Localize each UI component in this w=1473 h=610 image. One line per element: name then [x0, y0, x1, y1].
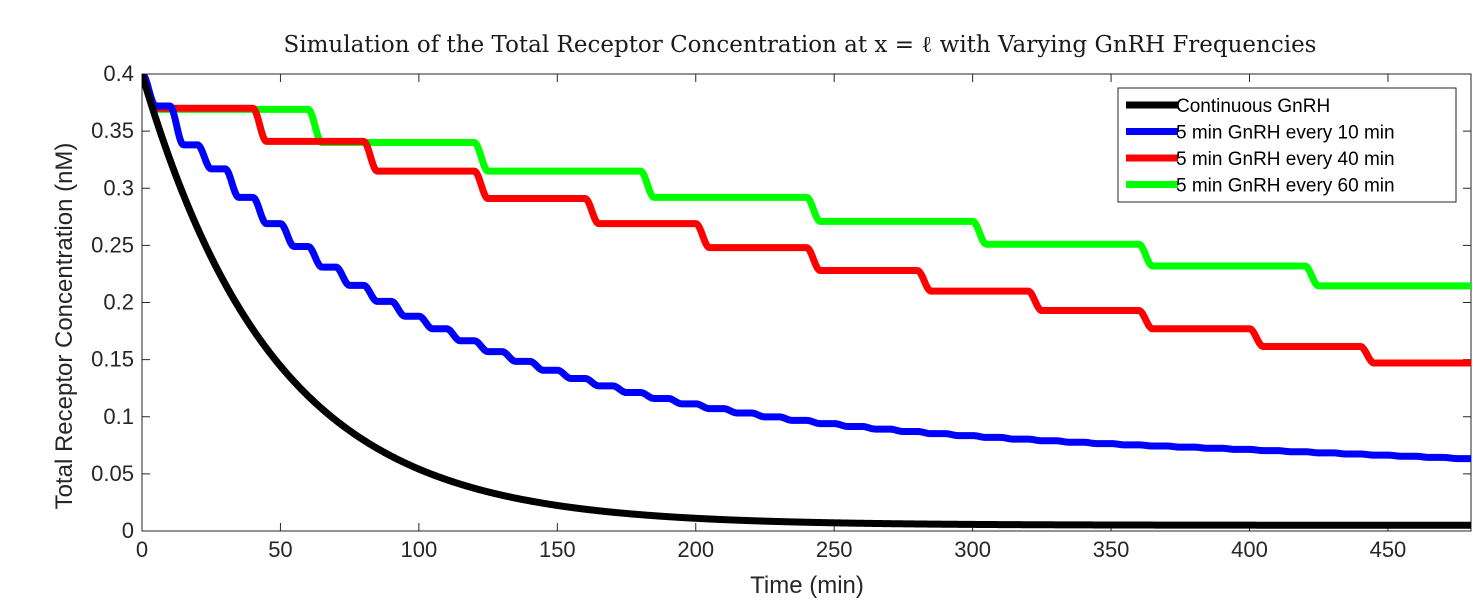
x-tick-label: 0 [136, 537, 148, 562]
series-line-continuous-gnrh [142, 74, 1471, 529]
y-axis-label: Total Receptor Concentration (nM) [51, 143, 78, 510]
legend-entry-label: Continuous GnRH [1176, 96, 1330, 117]
legend-entry-label: 5 min GnRH every 10 min [1176, 123, 1395, 144]
y-tick-label: 0.35 [91, 118, 134, 143]
y-tick-label: 0.2 [103, 290, 134, 315]
series-layer [142, 74, 1471, 529]
y-tick-label: 0.4 [103, 61, 134, 86]
y-tick-label: 0.25 [91, 232, 134, 257]
y-tick-label: 0.1 [103, 404, 134, 429]
chart-title: Simulation of the Total Receptor Concent… [284, 32, 1317, 58]
y-tick-label: 0.3 [103, 175, 134, 200]
x-tick-label: 50 [268, 537, 292, 562]
x-tick-label: 400 [1231, 537, 1268, 562]
y-tick-label: 0 [122, 518, 134, 543]
legend[interactable]: Continuous GnRH 5 min GnRH every 10 min 5 … [1117, 87, 1457, 203]
legend-entry-label: 5 min GnRH every 60 min [1176, 176, 1395, 197]
x-axis: 0 50 100 150 200 250 300 350 400 450 [136, 74, 1406, 562]
y-tick-label: 0.15 [91, 347, 134, 372]
x-tick-label: 350 [1093, 537, 1130, 562]
x-axis-label: Time (min) [750, 572, 864, 599]
x-tick-label: 250 [816, 537, 853, 562]
y-axis: 0 0.05 0.1 0.15 0.2 0.25 0.3 0.35 0.4 [91, 61, 1471, 543]
legend-entry-label: 5 min GnRH every 40 min [1176, 149, 1395, 170]
x-tick-label: 450 [1370, 537, 1407, 562]
x-tick-label: 100 [401, 537, 438, 562]
y-tick-label: 0.05 [91, 461, 134, 486]
series-line-5-min-gnrh-every-40-min [142, 74, 1471, 367]
x-tick-label: 300 [954, 537, 991, 562]
series-line-5-min-gnrh-every-10-min [142, 74, 1471, 463]
x-tick-label: 200 [677, 537, 714, 562]
x-tick-label: 150 [539, 537, 576, 562]
